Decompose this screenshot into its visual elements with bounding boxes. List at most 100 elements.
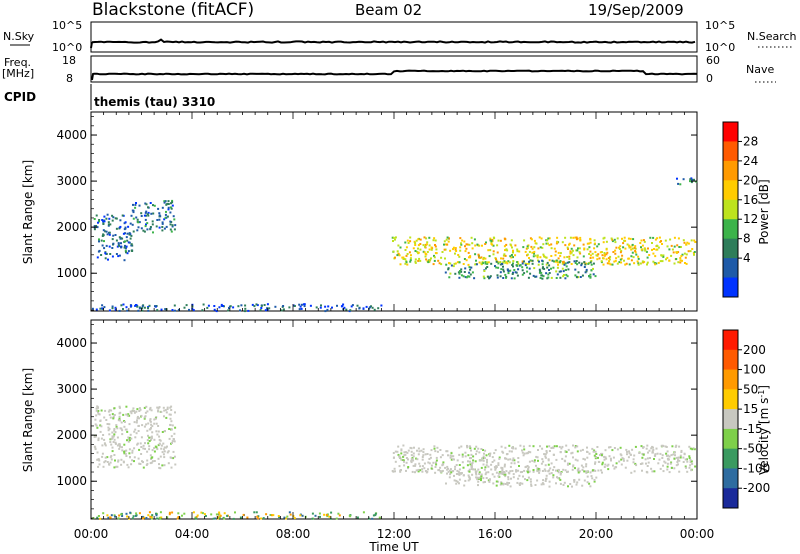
data-cell (655, 248, 658, 251)
data-cell (553, 466, 556, 469)
data-cell (495, 260, 498, 263)
data-cell (105, 419, 108, 421)
data-cell (637, 263, 640, 266)
data-cell (274, 305, 277, 308)
data-cell (651, 242, 653, 244)
data-cell (502, 277, 505, 279)
data-cell (683, 241, 686, 244)
nave-label: Nave (746, 63, 774, 76)
data-cell (576, 445, 579, 448)
data-cell (168, 437, 171, 440)
data-cell (419, 248, 422, 251)
data-cell (177, 308, 180, 311)
data-cell (299, 514, 302, 517)
colorbar-tick-label: 50 (743, 382, 758, 396)
data-cell (417, 259, 420, 262)
data-cell (490, 240, 493, 243)
data-cell (149, 406, 152, 409)
data-cell (512, 447, 515, 450)
data-cell (538, 268, 541, 271)
data-cell (147, 214, 150, 217)
data-cell (590, 260, 593, 262)
data-cell (504, 261, 507, 264)
data-cell (458, 453, 461, 456)
data-cell (200, 511, 203, 514)
data-cell (538, 471, 541, 474)
data-cell (410, 454, 413, 457)
data-cell (555, 482, 557, 485)
data-cell (423, 462, 426, 465)
data-cell (151, 220, 154, 223)
data-cell (675, 444, 678, 447)
data-cell (288, 511, 291, 514)
data-cell (634, 445, 637, 448)
data-cell (484, 449, 487, 452)
data-cell (127, 225, 130, 228)
data-cell (218, 516, 221, 519)
data-cell (588, 452, 591, 455)
data-cell (161, 464, 164, 467)
data-cell (475, 453, 477, 456)
data-cell (487, 261, 490, 264)
data-cell (277, 515, 280, 517)
data-cell (173, 432, 176, 435)
data-cell (177, 512, 180, 515)
data-cell (335, 517, 338, 520)
data-cell (282, 305, 285, 307)
data-cell (486, 261, 489, 264)
data-cell (153, 450, 156, 453)
data-cell (636, 260, 639, 263)
x-axis-label: Time UT (368, 540, 419, 554)
data-cell (668, 455, 671, 458)
data-cell (464, 267, 467, 270)
data-cell (173, 440, 176, 443)
data-cell (130, 412, 133, 415)
data-cell (556, 236, 559, 239)
data-cell (508, 444, 511, 447)
data-cell (557, 469, 560, 472)
data-cell (496, 260, 499, 263)
data-cell (122, 308, 124, 310)
data-cell (504, 457, 507, 460)
data-cell (502, 254, 505, 257)
data-cell (533, 252, 535, 255)
data-cell (497, 262, 500, 265)
data-cell (502, 451, 505, 454)
data-cell (615, 246, 618, 249)
data-cell (479, 257, 482, 259)
data-cell (125, 428, 128, 431)
data-cell (487, 249, 490, 252)
data-cell (149, 226, 152, 228)
data-cell (95, 414, 98, 417)
data-cell (618, 248, 621, 250)
data-cell (693, 253, 695, 256)
data-cell (629, 246, 632, 249)
data-cell (564, 450, 567, 453)
data-cell (160, 447, 163, 450)
data-cell (512, 251, 514, 254)
data-cell (585, 268, 588, 271)
data-cell (530, 245, 533, 248)
data-cell (237, 305, 240, 308)
data-cell (691, 448, 694, 451)
data-cell (618, 246, 620, 249)
data-cell (619, 245, 622, 248)
data-cell (672, 251, 675, 254)
data-cell (434, 461, 437, 464)
data-cell (518, 465, 520, 467)
colorbar-tick-label: -200 (743, 481, 770, 495)
data-cell (478, 261, 481, 264)
data-cell (502, 261, 505, 264)
data-cell (99, 517, 102, 520)
data-cell (595, 453, 598, 455)
data-cell (480, 475, 483, 478)
data-cell (478, 473, 481, 475)
data-cell (392, 250, 395, 253)
data-cell (545, 256, 548, 259)
data-cell (637, 257, 640, 260)
data-cell (482, 455, 485, 458)
data-cell (623, 239, 626, 242)
data-cell (502, 482, 505, 485)
data-cell (649, 236, 652, 239)
data-cell (145, 223, 147, 226)
